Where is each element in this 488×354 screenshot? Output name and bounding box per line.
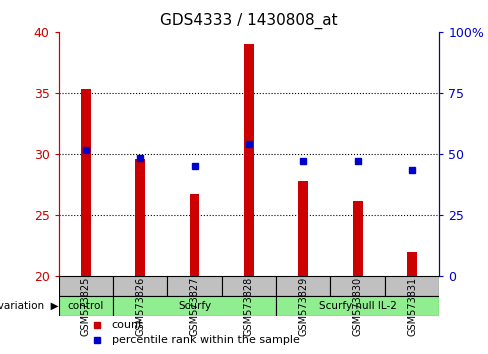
Bar [385, 276, 439, 296]
Text: Scurfy: Scurfy [178, 301, 211, 311]
Bar [113, 276, 167, 296]
Bar [407, 251, 417, 276]
Bar [81, 89, 91, 276]
Text: Scurfy null IL-2: Scurfy null IL-2 [319, 301, 397, 311]
Bar [276, 296, 439, 316]
Bar [353, 201, 363, 276]
Bar [59, 296, 113, 316]
Text: GSM573825: GSM573825 [81, 277, 91, 336]
Text: GSM573830: GSM573830 [353, 277, 363, 336]
Bar [330, 276, 385, 296]
Text: GSM573831: GSM573831 [407, 277, 417, 336]
Text: GSM573826: GSM573826 [135, 277, 145, 336]
Bar [222, 276, 276, 296]
Bar [244, 44, 254, 276]
Text: GSM573828: GSM573828 [244, 277, 254, 336]
Text: GSM573829: GSM573829 [298, 277, 308, 336]
Bar [113, 296, 276, 316]
Bar [135, 159, 145, 276]
Bar [59, 276, 113, 296]
Bar [190, 194, 200, 276]
Bar [298, 181, 308, 276]
Title: GDS4333 / 1430808_at: GDS4333 / 1430808_at [160, 13, 338, 29]
Bar [276, 276, 330, 296]
Text: control: control [67, 301, 104, 311]
Bar [167, 276, 222, 296]
Text: genotype/variation  ▶: genotype/variation ▶ [0, 301, 59, 311]
Text: GSM573827: GSM573827 [189, 277, 200, 336]
Text: count: count [112, 320, 143, 330]
Text: percentile rank within the sample: percentile rank within the sample [112, 335, 300, 345]
